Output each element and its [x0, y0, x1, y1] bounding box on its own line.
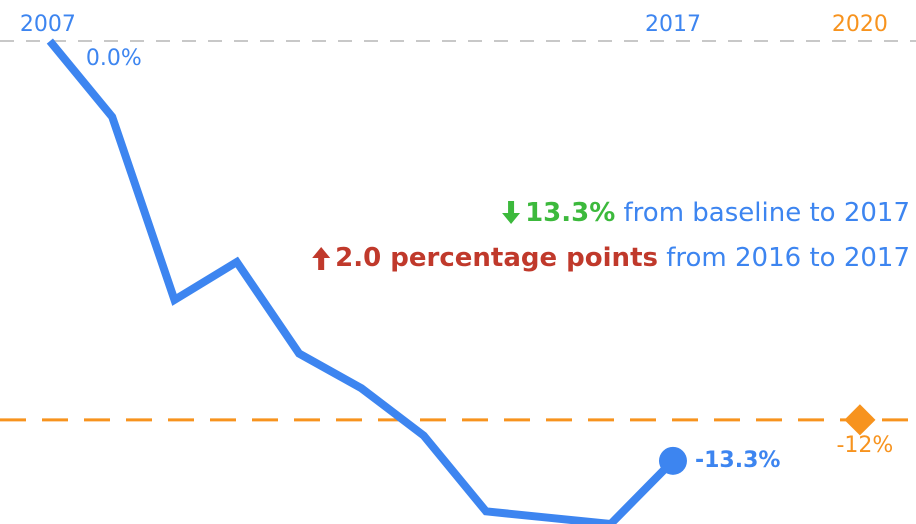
annotation-text: from 2016 to 2017 — [658, 243, 910, 273]
annotation: 13.3% from baseline to 2017 — [525, 198, 910, 228]
end-point — [658, 446, 687, 475]
annotation-arrow — [502, 201, 521, 224]
x-tick-label: 2020 — [832, 12, 888, 37]
line — [46, 38, 676, 524]
annotation-bold: 2.0 percentage points — [335, 243, 658, 273]
value-label: -13.3% — [695, 448, 780, 473]
annotation-bold: 13.3% — [525, 198, 615, 228]
annotation: 2.0 percentage points from 2016 to 2017 — [335, 243, 910, 273]
annotation-text: from baseline to 2017 — [615, 198, 910, 228]
annotation-arrow — [312, 247, 331, 270]
target-marker — [844, 404, 876, 436]
value-label: 0.0% — [86, 46, 142, 71]
x-tick-label: 2007 — [20, 12, 76, 37]
x-tick-label: 2017 — [645, 12, 701, 37]
target-label: -12% — [836, 433, 893, 458]
